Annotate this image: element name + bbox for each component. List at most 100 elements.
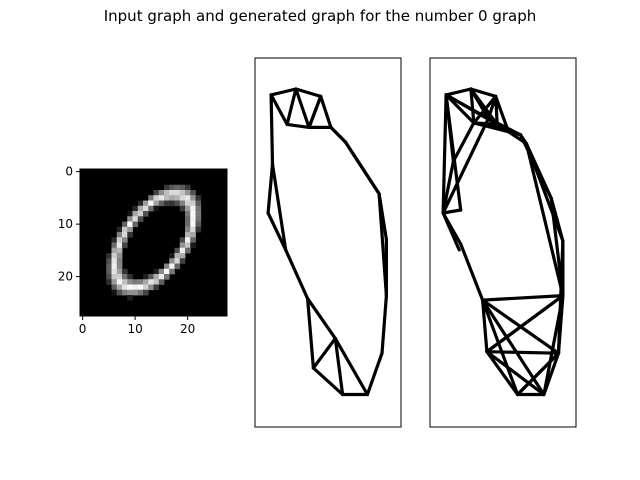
image-pixel [111,279,118,285]
image-pixel [106,279,112,285]
graph-edge [441,116,490,215]
graph-edge [469,87,476,125]
image-pixel [116,268,123,275]
graph-edge [459,242,485,302]
image-pixel [190,237,196,243]
image-pixel [174,253,181,259]
image-pixel [137,211,144,217]
graph-edge [269,93,275,166]
image-y-axis-ticks: 0 10 20 [58,165,80,284]
graph-edge [444,93,490,121]
image-pixel [122,242,128,249]
image-pixel [137,279,144,285]
image-pixel [179,258,186,264]
image-pixel [106,268,112,275]
image-pixel [185,226,191,233]
image-pixel [106,253,112,259]
generated-graph-panel [429,57,577,428]
graph-edge [285,87,298,127]
generated-graph-edges [441,87,565,397]
image-pixel [148,195,154,201]
image-pixel [195,205,202,212]
graph-edge [485,350,520,397]
image-pixel [127,284,133,291]
graph-edge [269,93,289,127]
image-pixel [127,289,133,296]
image-pixel [106,263,112,270]
x-tick-label: 10 [127,322,142,336]
image-pixel [169,258,175,264]
image-pixel [185,211,191,217]
graph-edge [269,87,298,97]
image-pixel [179,247,186,254]
image-pixel [116,263,123,270]
graph-edge [441,211,461,252]
graph-edge [306,297,315,370]
y-tick-label: 10 [58,217,73,231]
image-pixel [132,216,139,222]
image-pixel [179,253,186,259]
x-tick-label: 20 [180,322,195,336]
graph-edge [270,162,288,252]
input-graph-frame [254,57,402,428]
image-pixel [174,247,181,254]
image-pixel [158,279,165,285]
image-pixel [111,289,118,296]
image-pixel [185,190,191,196]
graph-edge [441,159,455,215]
graph-edge [311,336,337,370]
graph-edge [485,350,546,397]
image-pixel [185,195,191,201]
image-pixel [190,195,196,201]
image-pixel [195,216,202,222]
image-pixel [111,253,118,259]
graph-edge [494,94,509,131]
image-pixel [116,284,123,291]
graph-edge [311,366,345,397]
image-pixel [127,216,133,222]
image-pixel [169,195,175,201]
image-pixel [116,258,123,264]
graph-edge [266,211,288,252]
image-pixel [137,284,144,291]
image-pixel [143,205,149,212]
image-pixel [111,258,118,264]
image-pixel [122,237,128,243]
image-pixel [190,216,196,222]
image-pixel [179,190,186,196]
image-pixel [179,200,186,207]
graph-edge [505,127,523,137]
image-pixel [116,237,123,243]
image-pixel [137,216,144,222]
input-graph-panel [254,57,402,428]
graph-edge [486,94,498,121]
graph-edge [306,297,337,340]
image-pixel [179,184,186,191]
image-pixel [190,242,196,249]
input-image-panel: 0 10 20 0 10 20 [58,165,228,336]
image-pixel [190,221,196,228]
graph-edge [365,351,384,397]
x-tick-label: 0 [79,322,87,336]
image-pixel [148,279,154,285]
image-pixel [148,284,154,291]
image-pixel [164,274,170,280]
image-pixel [116,242,123,249]
image-pixel [122,268,128,275]
image-pixel [164,195,170,201]
image-pixel [158,268,165,275]
image-pixel [137,200,144,207]
image-pixel [111,268,118,275]
image-pixel [143,279,149,285]
image-pixel [179,237,186,243]
image-pixel [143,274,149,280]
image-pixel [190,232,196,238]
graph-edge [524,142,565,298]
graph-edge [485,350,561,355]
digit-image-frame [79,168,228,317]
graph-edge [266,162,275,215]
image-pixel [122,279,128,285]
graph-edge [485,294,565,354]
graph-edge [380,294,388,355]
